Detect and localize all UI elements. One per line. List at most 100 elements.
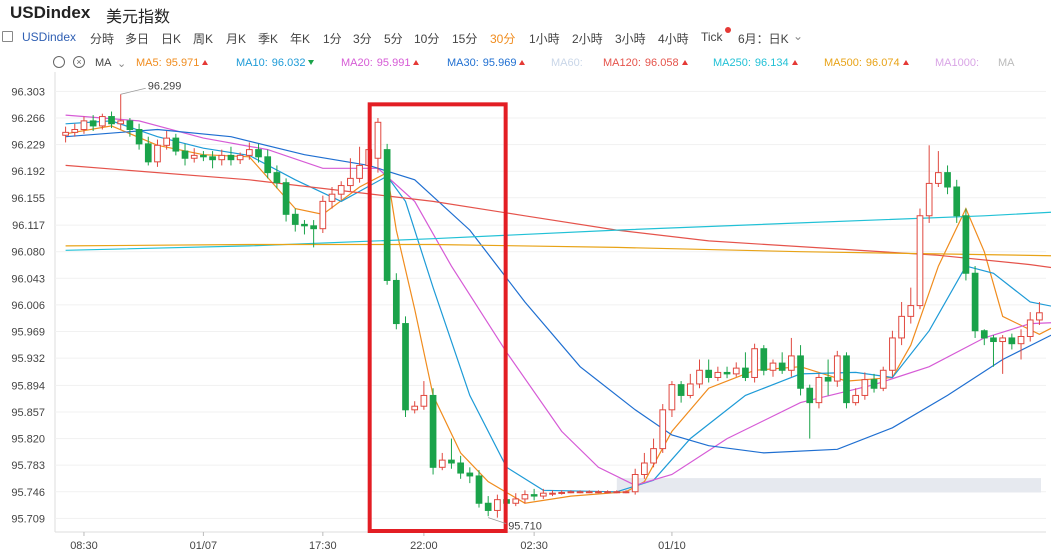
candle-up	[512, 498, 520, 504]
candle-up	[438, 459, 446, 468]
tab-30min[interactable]: 30分	[490, 32, 516, 46]
ma500-legend: MA500: 96.074	[824, 57, 909, 69]
symbol-chip[interactable]: USDindex	[22, 30, 77, 44]
candle-down	[824, 376, 832, 382]
candle-down	[980, 330, 988, 339]
candle-down	[806, 387, 814, 404]
ma60-legend: MA60:	[551, 57, 583, 69]
candle-up	[567, 491, 575, 494]
candle-up	[641, 462, 648, 475]
indicator-dropdown-icon[interactable]: ⌄	[117, 58, 127, 70]
candle-up	[411, 405, 419, 411]
chevron-down-icon[interactable]: ⌄	[793, 29, 804, 43]
candle-up	[815, 376, 823, 404]
candle-up	[595, 491, 602, 494]
candle-up	[925, 182, 933, 217]
candle-up	[898, 315, 905, 339]
candle-up	[935, 172, 942, 184]
candle-up	[494, 499, 501, 511]
candlestick-chart[interactable]: 96.303 96.266 96.229 96.192 96.155 96.117 96.0…	[0, 72, 1051, 557]
candle-up	[879, 369, 887, 389]
ma-line-ma20	[65, 114, 1051, 486]
y-tick-label: 95.857	[11, 407, 45, 419]
ma-custom-legend: MA	[998, 57, 1015, 69]
candle-down	[843, 355, 850, 404]
x-tick-label: 02:30	[520, 540, 548, 552]
gear-icon[interactable]	[53, 56, 65, 68]
y-tick-label: 95.820	[11, 434, 45, 446]
candle-up	[80, 120, 88, 130]
candle-up	[889, 337, 896, 371]
y-tick-label: 96.117	[12, 220, 45, 232]
y-tick-label: 96.266	[11, 113, 45, 125]
candle-down	[264, 156, 272, 174]
candle-up	[732, 367, 740, 375]
candle-down	[181, 150, 189, 159]
y-tick-label: 95.969	[11, 326, 45, 338]
tab-1min[interactable]: 1分	[323, 32, 342, 46]
tab-15min[interactable]: 15分	[452, 32, 478, 46]
x-tick-label: 01/10	[658, 540, 686, 552]
candle-up	[218, 154, 226, 161]
tab-fenshi[interactable]: 分時	[90, 32, 115, 46]
candle-up	[117, 120, 125, 125]
range-dropdown[interactable]: 6月：日K	[738, 32, 789, 46]
indicator-bar: × MA ⌄ MA5: 95.971 MA10: 96.032 MA20: 95.99…	[0, 54, 1051, 72]
high-annotation-line	[120, 87, 146, 95]
tab-month-k[interactable]: 月K	[226, 32, 247, 46]
symbol-checkbox[interactable]	[2, 31, 13, 42]
tab-5min[interactable]: 5分	[384, 32, 403, 46]
candle-down	[429, 394, 437, 468]
candle-up	[696, 369, 703, 385]
y-tick-label: 96.006	[11, 300, 45, 312]
candle-up	[999, 337, 1007, 343]
tab-week-k[interactable]: 周K	[193, 32, 214, 46]
candle-up	[686, 383, 694, 396]
tab-3hour[interactable]: 3小時	[615, 32, 646, 46]
tab-year-k[interactable]: 年K	[290, 32, 311, 46]
candle-up	[1026, 319, 1034, 337]
tick-indicator-dot	[725, 27, 731, 33]
ma-line-ma120	[65, 164, 1051, 269]
x-tick-label: 22:00	[410, 540, 438, 552]
ma-line-ma30	[65, 128, 1051, 454]
candle-up	[328, 193, 336, 202]
title-bar: USDindex 美元指数	[0, 0, 1051, 26]
candle-up	[549, 492, 556, 495]
close-icon[interactable]: ×	[73, 56, 85, 68]
candle-up	[539, 492, 547, 497]
tab-tick[interactable]: Tick	[701, 30, 723, 44]
tab-2hour[interactable]: 2小時	[572, 32, 603, 46]
tab-1hour[interactable]: 1小時	[529, 32, 560, 46]
tab-10min[interactable]: 10分	[414, 32, 440, 46]
candle-down	[209, 156, 216, 161]
candle-down	[200, 154, 207, 158]
ma250-legend: MA250: 96.134	[713, 57, 798, 69]
y-tick-label: 96.043	[11, 273, 45, 285]
candle-up	[245, 149, 253, 156]
tab-duori[interactable]: 多日	[125, 32, 150, 46]
candle-up	[751, 348, 758, 378]
tab-4hour[interactable]: 4小時	[658, 32, 689, 46]
candle-down	[971, 272, 979, 332]
candle-up	[558, 491, 566, 494]
candle-up	[521, 494, 529, 500]
ma10-legend: MA10: 96.032	[236, 57, 315, 69]
y-tick-label: 96.155	[11, 193, 45, 205]
candle-up	[907, 305, 915, 317]
tab-day-k[interactable]: 日K	[161, 32, 182, 46]
y-tick-label: 95.783	[11, 460, 45, 472]
x-tick-label: 17:30	[309, 540, 337, 552]
candle-up	[659, 409, 667, 450]
tab-quarter-k[interactable]: 季K	[258, 32, 279, 46]
y-tick-label: 95.746	[11, 487, 45, 499]
ma120-legend: MA120: 96.058	[603, 57, 688, 69]
candle-up	[668, 384, 676, 411]
indicator-name[interactable]: MA	[95, 57, 112, 69]
y-tick-label: 95.932	[11, 353, 45, 365]
candle-down	[144, 143, 152, 163]
candle-up	[1017, 336, 1025, 345]
candle-down	[466, 472, 474, 477]
tab-3min[interactable]: 3分	[353, 32, 372, 46]
candle-up	[236, 154, 244, 161]
